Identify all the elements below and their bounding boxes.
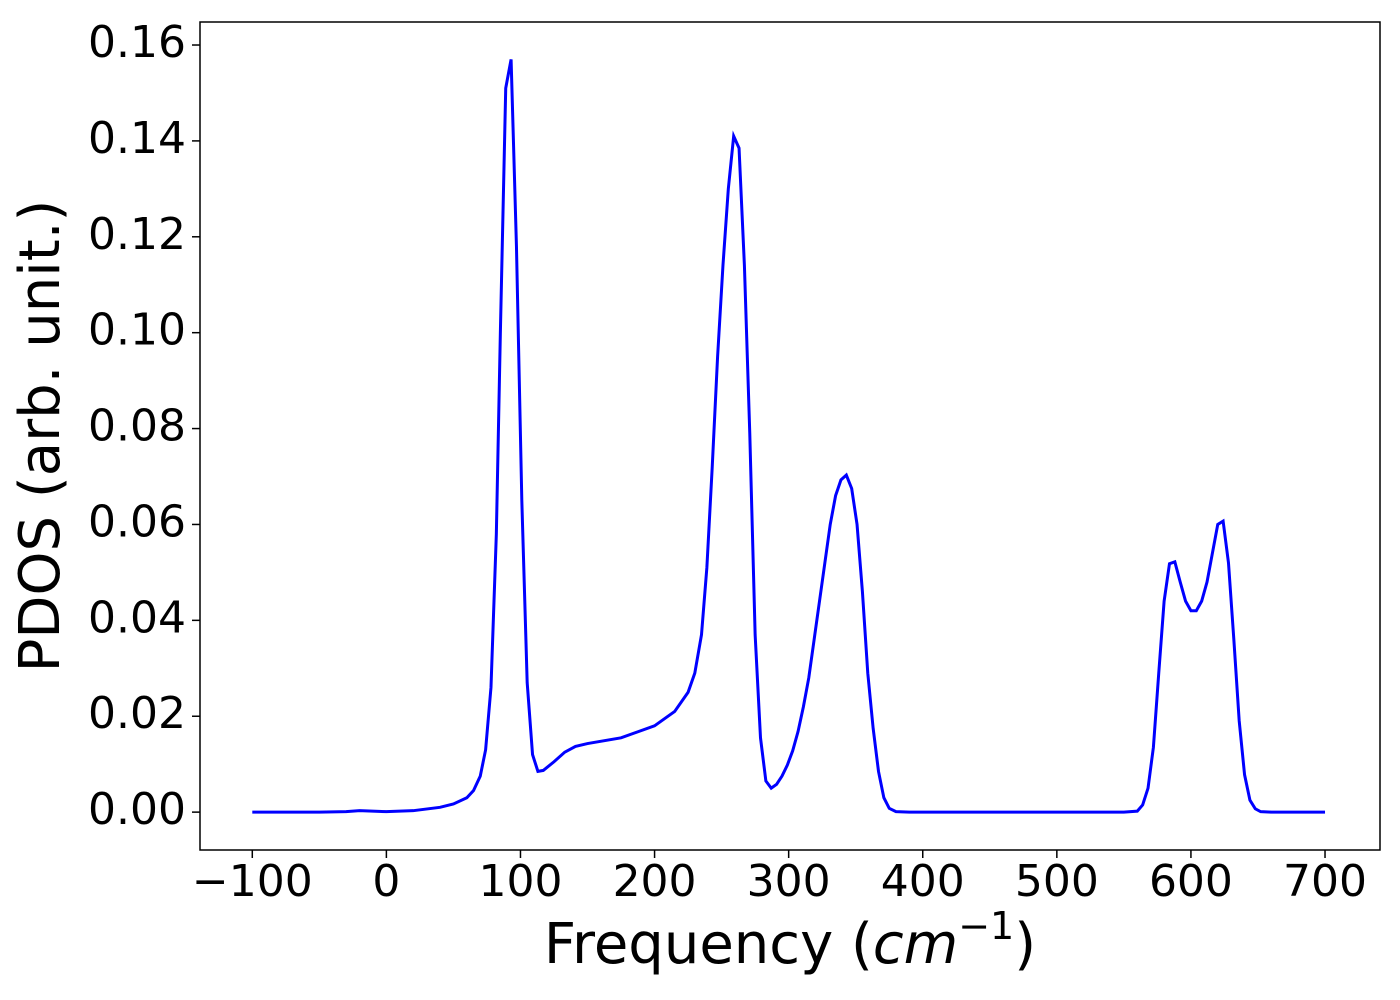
y-tick-label: 0.12 <box>88 209 186 260</box>
x-tick-label: 100 <box>478 856 562 907</box>
y-tick-label: 0.04 <box>88 592 186 643</box>
x-tick-label: 0 <box>372 856 400 907</box>
y-tick-label: 0.14 <box>88 113 186 164</box>
x-tick-label: 300 <box>747 856 831 907</box>
y-tick-label: 0.16 <box>88 17 186 68</box>
x-label-suffix: ) <box>1014 912 1036 977</box>
x-tick-label: 200 <box>613 856 697 907</box>
plot-frame <box>199 21 1381 851</box>
x-tick-label: 400 <box>881 856 965 907</box>
x-axis-label: Frequency (cm−1) <box>544 904 1036 978</box>
y-tick-label: 0.02 <box>88 688 186 739</box>
x-tick-label: 600 <box>1149 856 1233 907</box>
x-tick-label: 700 <box>1283 856 1367 907</box>
x-label-unit: cm <box>873 912 958 977</box>
x-tick-label: 500 <box>1015 856 1099 907</box>
x-label-exponent: −1 <box>958 904 1014 948</box>
y-tick-label: 0.06 <box>88 496 186 547</box>
data-line <box>252 59 1326 814</box>
y-tick-label: 0.00 <box>88 784 186 835</box>
x-label-prefix: Frequency ( <box>544 912 873 977</box>
y-tick-label: 0.08 <box>88 401 186 452</box>
x-tick-label: −100 <box>192 856 313 907</box>
y-axis-label: PDOS (arb. unit.) <box>8 200 73 673</box>
y-tick-label: 0.10 <box>88 305 186 356</box>
